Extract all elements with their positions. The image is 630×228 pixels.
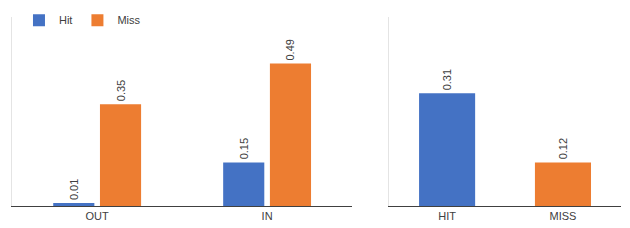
svg-text:0.01: 0.01: [68, 179, 80, 200]
svg-text:0.12: 0.12: [557, 138, 569, 159]
svg-text:Hit: Hit: [59, 14, 72, 26]
svg-text:OUT: OUT: [86, 210, 110, 222]
svg-text:HIT: HIT: [438, 210, 456, 222]
svg-text:Miss: Miss: [117, 14, 140, 26]
svg-text:0.49: 0.49: [284, 39, 296, 60]
svg-text:IN: IN: [262, 210, 273, 222]
svg-text:0.35: 0.35: [115, 80, 127, 101]
svg-text:MISS: MISS: [550, 210, 577, 222]
svg-text:0.15: 0.15: [238, 138, 250, 159]
svg-text:0.31: 0.31: [441, 69, 453, 90]
